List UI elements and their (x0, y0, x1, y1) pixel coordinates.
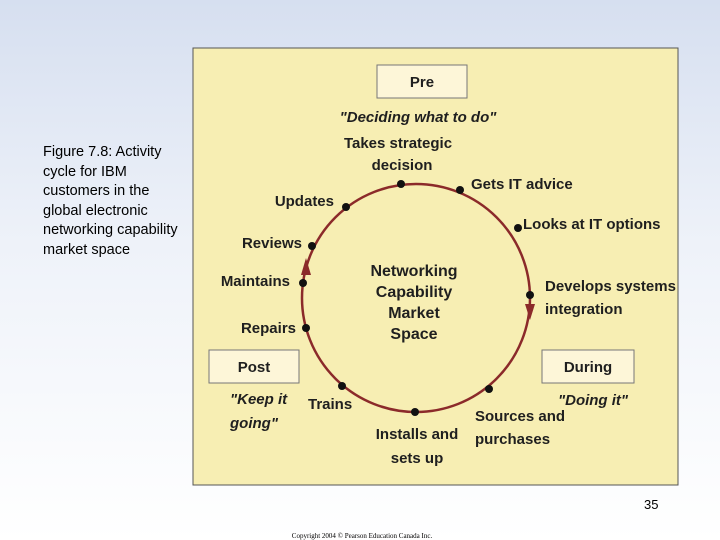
node-label: decision (372, 157, 433, 174)
phase-quote: "Keep it (230, 391, 288, 408)
node-dot (411, 408, 419, 416)
diagram-panel (192, 47, 679, 486)
phase-box (376, 64, 468, 99)
caption-line: Figure 7.8: Activity (43, 144, 162, 160)
node-label: integration (545, 301, 623, 318)
node-label: Installs and (376, 426, 459, 443)
phase-label: Pre (410, 74, 434, 91)
arrow-head (301, 258, 311, 275)
caption-line: networking capability (43, 222, 178, 238)
node-label: Takes strategic (344, 135, 452, 152)
arrow-head (525, 304, 535, 320)
node-label: sets up (391, 450, 444, 467)
caption-line: market space (43, 241, 131, 258)
center-label: Space (390, 326, 437, 343)
phase-box (541, 349, 635, 384)
node-dot (308, 242, 316, 250)
node-dot (485, 385, 493, 393)
phase-quote: "Doing it" (558, 392, 629, 409)
phase-quote: going" (229, 415, 279, 432)
node-dot (456, 186, 464, 194)
phase-quote: "Deciding what to do" (340, 109, 498, 126)
phase-label: During (564, 359, 612, 376)
page-number: 35 (644, 497, 659, 512)
caption-line: global electronic (43, 202, 148, 219)
node-label: Maintains (221, 273, 290, 290)
node-label: purchases (475, 431, 550, 448)
caption-line: customers in the (43, 183, 150, 199)
node-dots (299, 180, 534, 416)
node-dot (526, 291, 534, 299)
node-label: Gets IT advice (471, 176, 573, 193)
center-label: Networking (370, 263, 457, 280)
node-dot (338, 382, 346, 390)
figure-caption: Figure 7.8: Activity cycle for IBM custo… (43, 143, 198, 260)
center-label: Capability (376, 284, 453, 301)
node-dot (397, 180, 405, 188)
node-dot (302, 324, 310, 332)
node-label: Looks at IT options (523, 216, 661, 233)
node-label: Sources and (475, 408, 565, 425)
center-label: Market (388, 305, 440, 322)
node-label: Trains (308, 396, 352, 413)
node-label: Develops systems (545, 278, 676, 295)
node-dot (342, 203, 350, 211)
node-label: Repairs (241, 320, 296, 337)
node-dot (514, 224, 522, 232)
node-label: Reviews (242, 235, 302, 252)
phase-box (208, 349, 300, 384)
node-dot (299, 279, 307, 287)
phase-label: Post (238, 359, 271, 376)
copyright: Copyright 2004 © Pearson Education Canad… (291, 532, 433, 540)
node-label: Updates (275, 193, 334, 210)
caption-line: cycle for IBM (43, 163, 127, 180)
